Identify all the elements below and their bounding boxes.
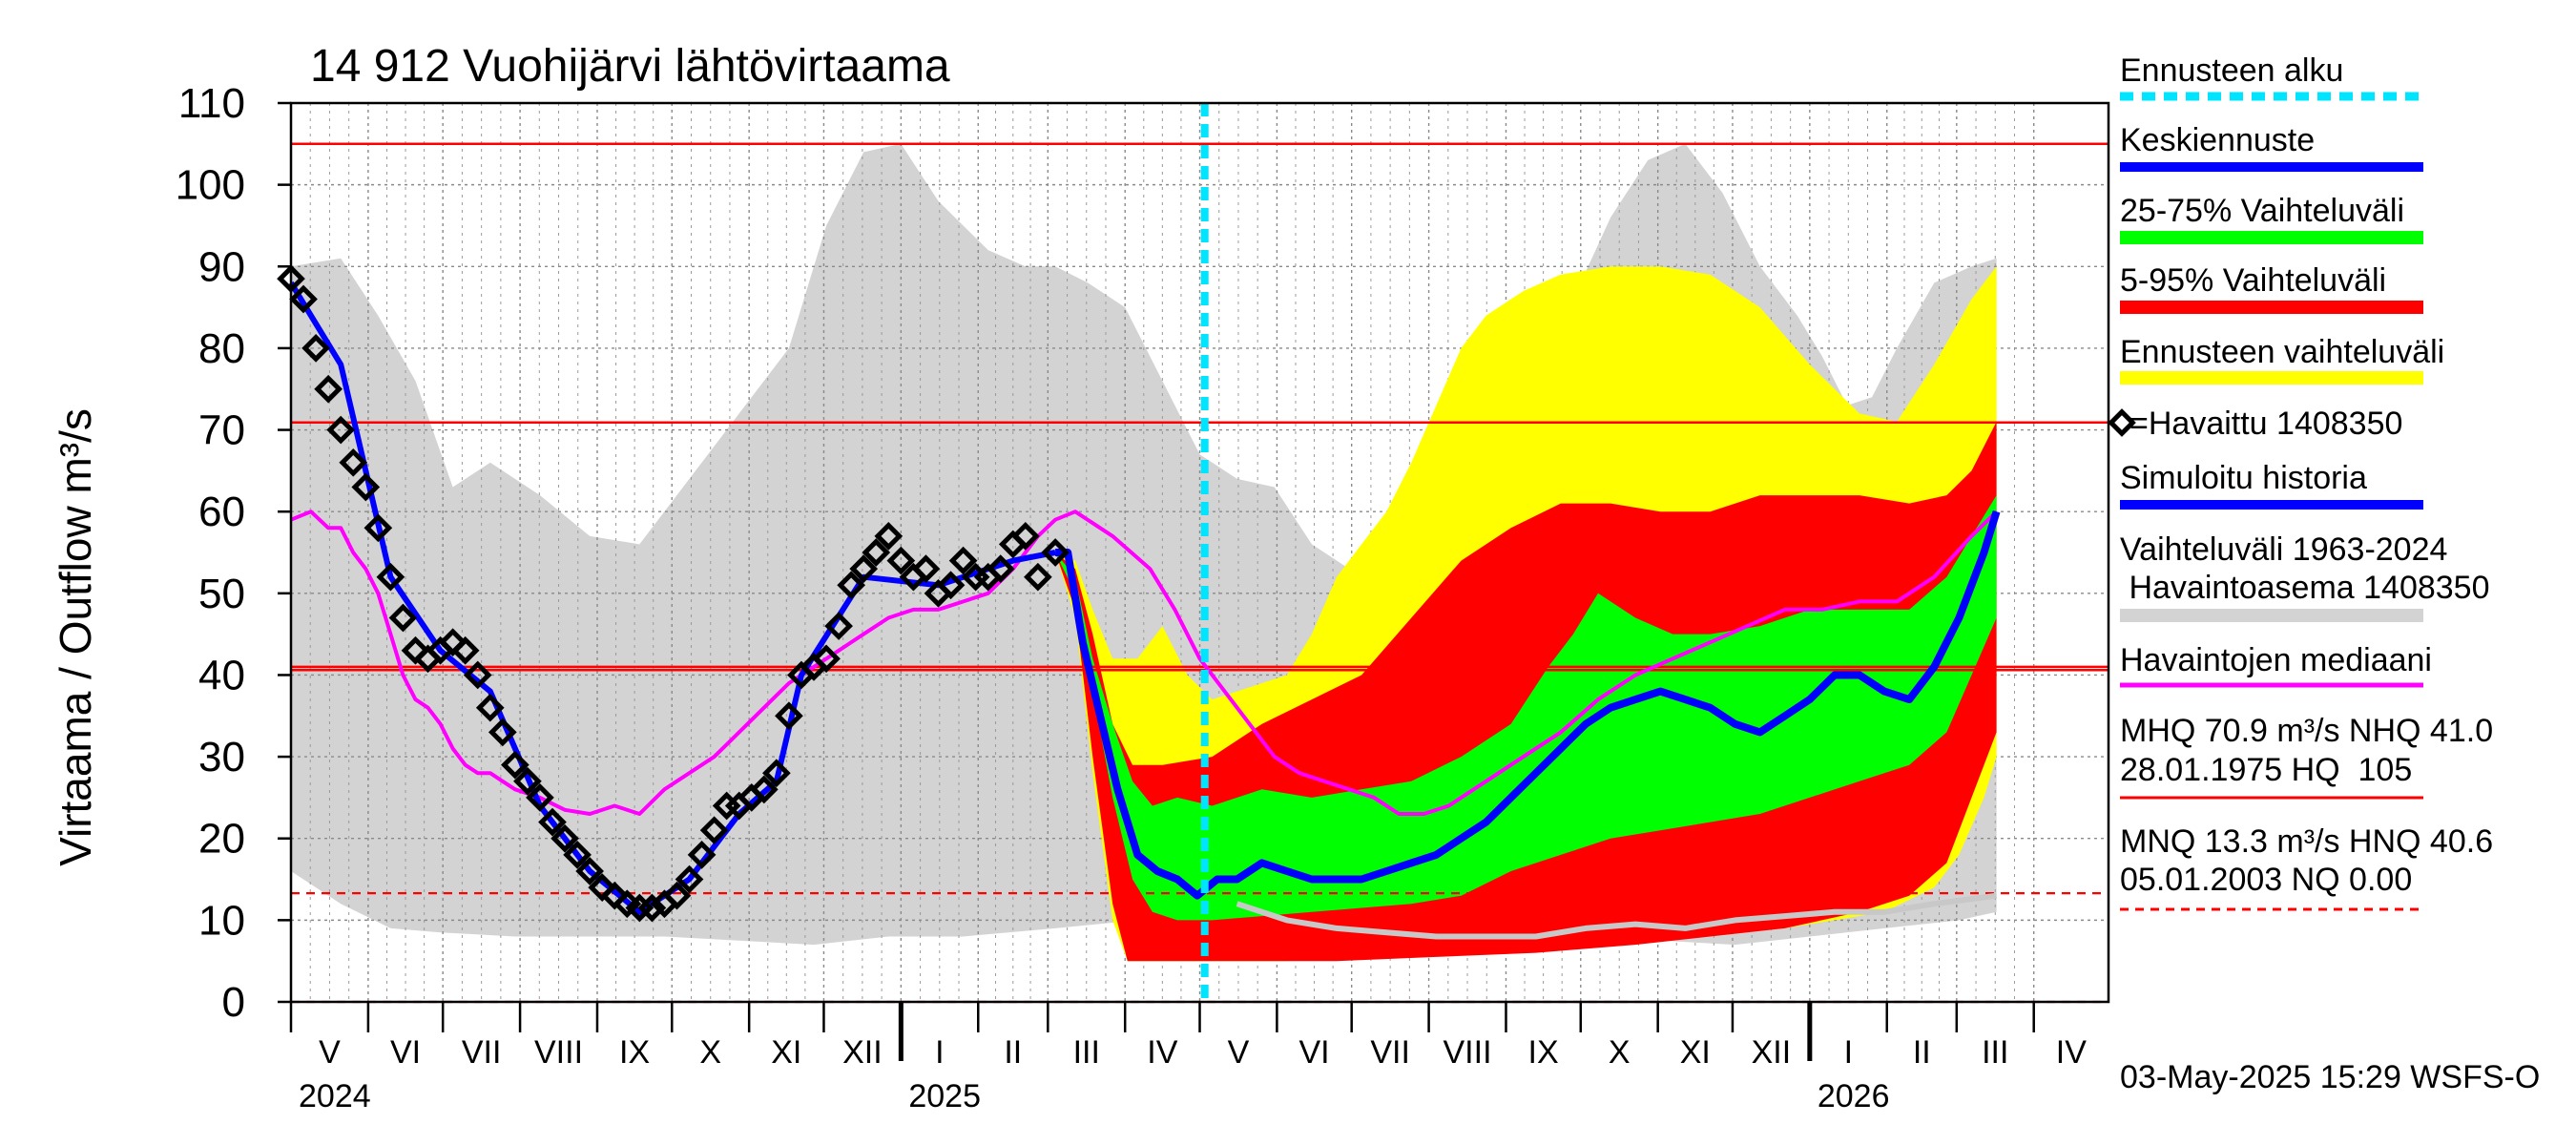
month-label: VII xyxy=(1370,1034,1410,1071)
month-label: XII xyxy=(1752,1034,1792,1071)
month-label: VIII xyxy=(1444,1034,1492,1071)
legend-range-line1: Vaihteluväli 1963-2024 xyxy=(2120,531,2447,568)
legend-simulated: Simuloitu historia xyxy=(2120,460,2367,496)
month-label: X xyxy=(699,1034,721,1071)
legend-band-5-95: 5-95% Vaihteluväli xyxy=(2120,262,2386,299)
legend-stats1-line2: 28.01.1975 HQ 105 xyxy=(2120,752,2412,788)
month-label: II xyxy=(1004,1034,1022,1071)
legend-stats1-line1: MHQ 70.9 m³/s NHQ 41.0 xyxy=(2120,713,2493,749)
month-label: I xyxy=(935,1034,944,1071)
y-tick-label: 0 xyxy=(222,979,245,1026)
chart: 14 912 Vuohijärvi lähtövirtaama Virtaama… xyxy=(0,0,2576,1145)
y-tick-label: 40 xyxy=(198,652,245,698)
month-label: XI xyxy=(1680,1034,1711,1071)
y-axis-label: Virtaama / Outflow m³/s xyxy=(51,408,100,866)
year-label: 2025 xyxy=(908,1078,981,1114)
month-label: IX xyxy=(619,1034,650,1071)
month-label: II xyxy=(1913,1034,1931,1071)
month-label: X xyxy=(1609,1034,1631,1071)
month-label: VIII xyxy=(534,1034,583,1071)
y-tick-label: 50 xyxy=(198,571,245,617)
month-label: VII xyxy=(462,1034,502,1071)
month-label: VI xyxy=(1298,1034,1329,1071)
y-tick-label: 90 xyxy=(198,243,245,290)
y-tick-label: 80 xyxy=(198,325,245,372)
month-label: XI xyxy=(771,1034,801,1071)
month-label: XII xyxy=(842,1034,883,1071)
legend-band-forecast: Ennusteen vaihteluväli xyxy=(2120,334,2444,370)
month-label: V xyxy=(319,1034,341,1071)
legend-median-obs: Havaintojen mediaani xyxy=(2120,642,2432,678)
y-tick-label: 60 xyxy=(198,489,245,535)
month-label: III xyxy=(1073,1034,1100,1071)
month-label: IV xyxy=(1147,1034,1177,1071)
month-label: V xyxy=(1228,1034,1250,1071)
footer-timestamp: 03-May-2025 15:29 WSFS-O xyxy=(2120,1059,2540,1095)
legend-observed: =Havaittu 1408350 xyxy=(2129,406,2402,442)
y-tick-label: 110 xyxy=(178,80,245,127)
chart-title: 14 912 Vuohijärvi lähtövirtaama xyxy=(310,41,950,92)
year-label: 2024 xyxy=(299,1078,371,1114)
month-label: VI xyxy=(390,1034,421,1071)
legend-stats2-line1: MNQ 13.3 m³/s HNQ 40.6 xyxy=(2120,823,2493,860)
month-label: III xyxy=(1982,1034,2008,1071)
legend-median-forecast: Keskiennuste xyxy=(2120,122,2315,158)
y-tick-label: 100 xyxy=(176,162,245,209)
month-label: IV xyxy=(2056,1034,2087,1071)
year-label: 2026 xyxy=(1818,1078,1890,1114)
y-tick-label: 10 xyxy=(198,897,245,944)
month-label: IX xyxy=(1528,1034,1559,1071)
legend-forecast-start: Ennusteen alku xyxy=(2120,52,2343,89)
legend-range-line2: Havaintoasema 1408350 xyxy=(2120,570,2490,606)
y-tick-label: 30 xyxy=(198,734,245,781)
month-label: I xyxy=(1844,1034,1853,1071)
legend-band-25-75: 25-75% Vaihteluväli xyxy=(2120,193,2404,229)
y-tick-label: 20 xyxy=(198,816,245,863)
legend-stats2-line2: 05.01.2003 NQ 0.00 xyxy=(2120,862,2412,898)
y-tick-label: 70 xyxy=(198,407,245,454)
